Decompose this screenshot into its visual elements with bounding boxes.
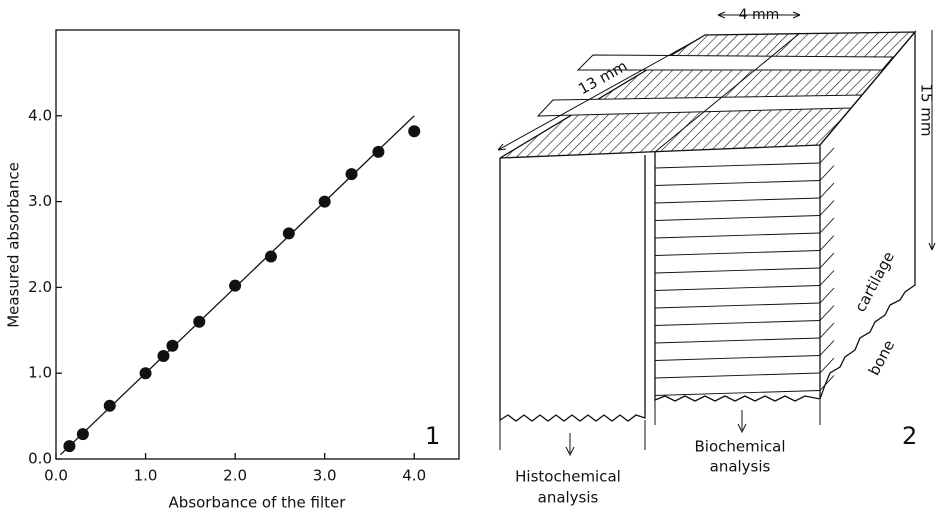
- diagram-panel: 4 mm 13 mm 15 mm cartilage bone Histoche…: [497, 7, 936, 507]
- slice-line: [654, 302, 821, 309]
- x-axis-label: Absorbance of the filter: [169, 494, 347, 512]
- analysis-label: Biochemical: [694, 438, 785, 456]
- slice-line: [819, 217, 835, 234]
- data-point: [103, 399, 116, 412]
- slice-line: [819, 200, 835, 216]
- side-face: [819, 30, 916, 400]
- x-tick-label: 3.0: [313, 467, 337, 485]
- layer-label: bone: [865, 337, 898, 379]
- analysis-label: analysis: [538, 489, 599, 507]
- analysis-label: analysis: [710, 458, 771, 476]
- left-block: [499, 155, 646, 422]
- slice-line: [819, 182, 835, 199]
- slice-line: [819, 322, 835, 339]
- bracket: [499, 400, 821, 450]
- stripe: [576, 54, 895, 71]
- arrow: [565, 410, 747, 457]
- plot-frame: [55, 29, 460, 460]
- slice-line: [654, 355, 821, 361]
- x-tick-label: 4.0: [402, 467, 426, 485]
- slice-line: [819, 305, 835, 321]
- analysis-label: Histochemical: [515, 468, 621, 486]
- data-point: [408, 125, 421, 138]
- data-point: [318, 195, 331, 208]
- data-point: [264, 250, 277, 263]
- slice-line: [819, 287, 835, 304]
- slice-line: [654, 320, 821, 326]
- slice-line: [819, 252, 835, 269]
- y-tick-label: 4.0: [28, 106, 52, 124]
- slice-line: [654, 285, 821, 291]
- y-tick-label: 2.0: [28, 278, 52, 296]
- y-tick-label: 3.0: [28, 192, 52, 210]
- data-point: [63, 440, 76, 453]
- data-point: [372, 145, 385, 158]
- slice-line: [654, 250, 821, 256]
- slice-line: [819, 270, 835, 286]
- slice-line: [654, 197, 821, 204]
- data-point: [345, 168, 358, 181]
- chart-panel: 1 Absorbance of the filter Measured abso…: [5, 29, 460, 512]
- slice-line: [654, 337, 821, 344]
- dimension-label: 4 mm: [739, 7, 780, 23]
- slice-line: [654, 390, 821, 396]
- slice-line: [819, 235, 835, 251]
- x-tick-label: 2.0: [223, 467, 247, 485]
- divider: [654, 32, 801, 153]
- slice-line: [819, 340, 835, 356]
- y-tick-label: 0.0: [28, 450, 52, 468]
- slice-line: [654, 232, 821, 239]
- data-point: [76, 428, 89, 441]
- dimension-arrow: [497, 11, 936, 251]
- slice-line: [654, 267, 821, 274]
- dimension-label: 15 mm: [918, 83, 936, 136]
- slice-line: [654, 215, 821, 221]
- y-tick-label: 1.0: [28, 364, 52, 382]
- data-point: [229, 279, 242, 292]
- panel-label: 2: [902, 422, 917, 450]
- panel-label: 1: [425, 422, 440, 450]
- data-point: [157, 350, 170, 363]
- data-point: [193, 315, 206, 328]
- slice-line: [654, 180, 821, 186]
- x-tick-label: 0.0: [44, 467, 68, 485]
- right-block: [654, 145, 821, 402]
- slice-line: [819, 165, 835, 181]
- y-axis-label: Measured absorbance: [5, 162, 23, 328]
- data-point: [139, 367, 152, 380]
- data-point: [166, 339, 179, 352]
- slice-line: [819, 375, 835, 391]
- slice-line: [819, 147, 835, 164]
- x-tick-label: 1.0: [134, 467, 158, 485]
- data-point: [282, 227, 295, 240]
- slice-line: [654, 162, 821, 169]
- slice-line: [819, 357, 835, 374]
- slice-line: [654, 372, 821, 379]
